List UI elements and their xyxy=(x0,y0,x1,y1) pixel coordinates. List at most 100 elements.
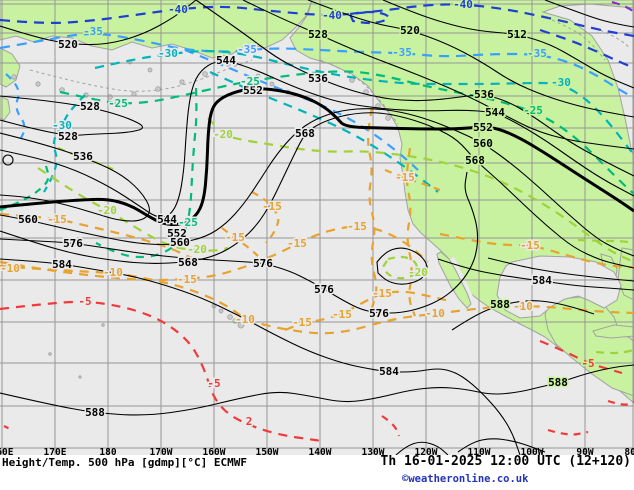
temp-contour-t-15-tongue-a xyxy=(367,107,378,309)
axis-label-130W: 130W xyxy=(362,447,385,458)
closed-contour-ring-0 xyxy=(2,154,14,166)
height-contour-h528-west xyxy=(0,95,144,136)
contour-label-536-6: 536 xyxy=(73,150,93,163)
temp-contour-t-15-c xyxy=(251,191,280,244)
contour-label--15-51: -15 xyxy=(225,231,245,244)
temp-contour-t-40-oval xyxy=(348,10,390,25)
axis-label-140W: 140W xyxy=(309,447,332,458)
contour-label--25-41: -25 xyxy=(108,97,128,110)
contour-label-2-68: 2 xyxy=(246,415,253,428)
contour-label--20-47: -20 xyxy=(187,243,207,256)
contour-label-568-19: 568 xyxy=(295,127,315,140)
temp-contour-t-20-right xyxy=(577,238,634,245)
map-parameter-title: Height/Temp. 500 hPa [gdmp][°C] ECMWF xyxy=(2,456,248,469)
axis-label-160W: 160W xyxy=(203,447,226,458)
island-13 xyxy=(269,81,275,87)
temp-contour-t-5-br2 xyxy=(607,399,634,406)
island-1 xyxy=(202,71,208,77)
contour-label--10-63: -10 xyxy=(425,307,445,320)
height-contour-h520-east xyxy=(307,0,634,118)
contour-label-584-26: 584 xyxy=(379,365,399,378)
contour-label--40-33: -40 xyxy=(453,0,473,11)
contour-label-588-30: 588 xyxy=(548,376,568,389)
temp-contour-t-5-main xyxy=(0,300,323,443)
contour-label-520-1: 520 xyxy=(58,38,78,51)
temp-contour-t-20-br xyxy=(595,348,634,355)
contour-label-560-16: 560 xyxy=(170,236,190,249)
contour-label--10-62: -10 xyxy=(235,313,255,326)
temp-contour-t-20-west xyxy=(37,167,229,252)
contour-label-544-9: 544 xyxy=(216,54,236,67)
height-contour-h568 xyxy=(0,112,634,269)
temp-contour-t-35-west xyxy=(5,73,26,145)
temp-contour-t-40-se xyxy=(539,28,634,70)
temp-contour-t-15-nw xyxy=(0,212,201,263)
temp-contour-t-20-coast xyxy=(207,117,634,264)
copyright-link[interactable]: ©weatheronline.co.uk xyxy=(402,473,529,485)
axis-label-100W: 100W xyxy=(521,447,544,458)
contour-label--35-34: -35 xyxy=(83,25,103,38)
height-contour-h584-west xyxy=(0,258,521,455)
temp-contour-t-25-trough xyxy=(95,87,198,259)
axis-label-90W: 90W xyxy=(576,447,593,458)
contour-label-552-13: 552 xyxy=(473,121,493,134)
temp-contour-t-20-oval xyxy=(381,255,418,280)
contour-label--25-44: -25 xyxy=(523,104,543,117)
contour-label-536-7: 536 xyxy=(308,72,328,85)
contour-label--35-35: -35 xyxy=(237,43,257,56)
contour-label--20-45: -20 xyxy=(213,128,233,141)
contour-label-544-10: 544 xyxy=(485,106,505,119)
contour-label-520-2: 520 xyxy=(400,24,420,37)
contour-label--15-49: -15 xyxy=(47,213,67,226)
island-3 xyxy=(155,86,161,92)
temp-contour-t-25-west xyxy=(0,165,50,212)
island-24 xyxy=(101,323,105,327)
coastline-detail-3 xyxy=(599,29,631,49)
temp-contour-t-5-mid xyxy=(381,415,401,437)
contour-label-512-0: 512 xyxy=(507,28,527,41)
height-contour-h512 xyxy=(382,0,634,89)
height-contour-h588-mexico xyxy=(451,300,595,331)
height-contour-h552-bold xyxy=(0,87,634,227)
contour-label-576-24: 576 xyxy=(369,307,389,320)
contour-label-576-23: 576 xyxy=(314,283,334,296)
contour-label--40-32: -40 xyxy=(322,9,342,22)
contour-label--10-60: -10 xyxy=(0,262,20,275)
temp-contour-t-10-main xyxy=(0,264,634,335)
contour-label--15-52: -15 xyxy=(262,200,282,213)
contour-label-544-11: 544 xyxy=(157,213,177,226)
contour-label--30-38: -30 xyxy=(158,47,178,60)
contour-label-552-14: 552 xyxy=(167,227,187,240)
contour-label-528-4: 528 xyxy=(58,130,78,143)
contour-label--5-65: -5 xyxy=(78,295,91,308)
island-20 xyxy=(218,308,224,314)
temp-contour-t-5-br1 xyxy=(547,428,589,436)
contour-label--5-67: -5 xyxy=(581,357,594,370)
height-contour-h588-south xyxy=(0,364,634,416)
contour-label-552-12: 552 xyxy=(243,84,263,97)
temp-contour-t-5-w xyxy=(3,425,13,431)
contour-label-560-15: 560 xyxy=(18,213,38,226)
island-9 xyxy=(11,74,17,80)
contour-label--15-58: -15 xyxy=(372,287,392,300)
height-contour-h520-west xyxy=(0,0,197,46)
contour-label-536-8: 536 xyxy=(474,88,494,101)
contour-label-588-29: 588 xyxy=(490,298,510,311)
temp-contour-t-40-main xyxy=(0,3,634,38)
map-valid-time: Th 16-01-2025 12:00 UTC (12+120) xyxy=(380,454,631,469)
contour-label--35-37: -35 xyxy=(527,47,547,60)
temp-contour-t-35-main xyxy=(0,32,634,99)
island-12 xyxy=(255,73,261,79)
contour-label-568-20: 568 xyxy=(465,154,485,167)
contour-label--20-48: -20 xyxy=(408,266,428,279)
height-contour-h504 xyxy=(544,0,634,28)
island-2 xyxy=(179,79,185,85)
coastline-detail-0 xyxy=(29,59,253,92)
axis-label-120W: 120W xyxy=(415,447,438,458)
height-contour-h576-east xyxy=(487,257,634,282)
height-contour-h560 xyxy=(0,108,634,257)
temp-contour-t-25-main xyxy=(59,70,634,195)
contour-label-560-17: 560 xyxy=(473,137,493,150)
